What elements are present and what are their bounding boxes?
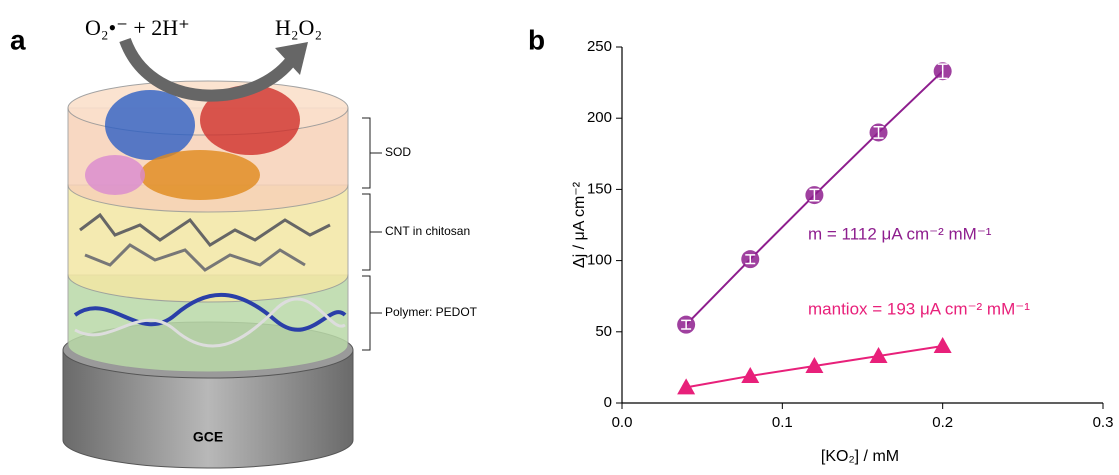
y-tick-label: 100 xyxy=(587,252,612,269)
marker xyxy=(934,337,952,353)
electrode-label: GCE xyxy=(193,429,223,445)
leader xyxy=(370,153,382,313)
panel-label: b xyxy=(528,24,545,55)
panel-label: a xyxy=(10,24,26,55)
figure: a O₂•⁻ + 2H⁺ H₂O₂ SOD CNT in chitosan Po… xyxy=(0,0,1119,470)
y-tick-label: 50 xyxy=(595,323,612,340)
x-axis-label: [KO₂] / mM xyxy=(821,448,899,465)
protein xyxy=(105,90,195,160)
protein xyxy=(85,155,145,195)
y-tick-label: 0 xyxy=(604,394,612,411)
layer-label: CNT in chitosan xyxy=(385,224,470,238)
annotation: m = 1112 μA cm⁻² mM⁻¹ xyxy=(808,224,992,243)
y-axis-label: Δj / μA cm⁻² xyxy=(571,181,588,268)
layer-label: SOD xyxy=(385,145,411,159)
x-tick-label: 0.0 xyxy=(612,414,633,431)
protein xyxy=(140,150,260,200)
y-tick-label: 150 xyxy=(587,180,612,197)
product: H₂O₂ xyxy=(275,15,322,40)
bracket xyxy=(362,118,370,350)
y-tick-label: 250 xyxy=(587,38,612,55)
x-tick-label: 0.3 xyxy=(1093,414,1114,431)
diagram xyxy=(63,40,382,468)
reactant: O₂•⁻ + 2H⁺ xyxy=(85,15,190,40)
x-tick-label: 0.1 xyxy=(772,414,793,431)
y-tick-label: 200 xyxy=(587,109,612,126)
annotation: mantiox = 193 μA cm⁻² mM⁻¹ xyxy=(808,299,1030,318)
page: a O₂•⁻ + 2H⁺ H₂O₂ SOD CNT in chitosan Po… xyxy=(0,0,1119,475)
layer-label: Polymer: PEDOT xyxy=(385,305,478,319)
x-tick-label: 0.2 xyxy=(932,414,953,431)
